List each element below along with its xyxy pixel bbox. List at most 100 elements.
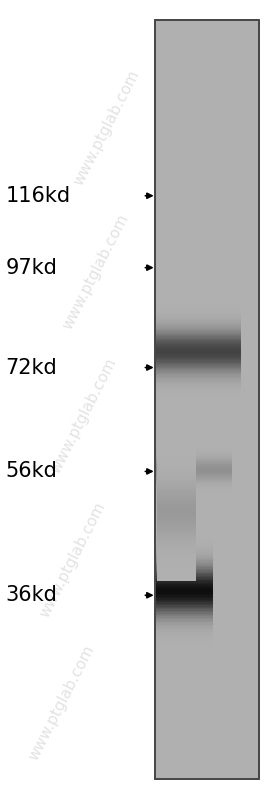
Bar [156, 374, 241, 376]
Bar [156, 332, 241, 334]
Bar [156, 308, 241, 310]
Bar [157, 522, 196, 523]
Bar [157, 538, 196, 539]
Bar [156, 389, 241, 391]
Bar [157, 491, 196, 492]
Bar [156, 350, 241, 352]
Bar [156, 563, 213, 565]
Bar [156, 301, 241, 303]
Bar [156, 552, 213, 554]
Bar [157, 499, 196, 501]
Bar [157, 455, 196, 457]
Bar [156, 545, 213, 547]
Bar [156, 629, 213, 630]
Bar [156, 619, 213, 621]
Bar [156, 391, 241, 392]
Bar [157, 515, 196, 517]
Bar [157, 506, 196, 508]
Bar [156, 317, 241, 319]
Bar [156, 601, 213, 602]
Bar [157, 557, 196, 559]
Bar [157, 441, 196, 443]
Bar [156, 644, 213, 646]
Bar [156, 324, 241, 325]
Bar [156, 555, 213, 556]
Bar [156, 325, 241, 326]
Bar [156, 632, 213, 633]
Bar [156, 315, 241, 316]
Bar [156, 597, 213, 598]
Bar [157, 487, 196, 489]
Bar [156, 586, 213, 587]
Bar [156, 608, 213, 610]
Bar [156, 599, 213, 601]
Bar [156, 373, 241, 374]
Bar [156, 353, 241, 354]
Bar [156, 548, 213, 550]
Bar [156, 359, 241, 360]
Bar [157, 550, 196, 551]
Bar [156, 617, 213, 618]
Bar [157, 570, 196, 573]
Text: 97kd: 97kd [6, 257, 57, 278]
Bar [156, 387, 241, 388]
Bar [156, 570, 213, 572]
Bar [157, 464, 196, 466]
Bar [157, 511, 196, 513]
Bar [156, 348, 241, 349]
Bar [156, 319, 241, 320]
Bar [157, 574, 196, 576]
Bar [156, 604, 213, 606]
Bar [156, 628, 213, 629]
Bar [157, 476, 196, 478]
Bar [156, 640, 213, 642]
Bar [157, 576, 196, 578]
Bar [157, 526, 196, 527]
Text: 56kd: 56kd [6, 461, 57, 482]
Bar [156, 400, 241, 402]
Bar [156, 304, 241, 305]
Bar [156, 360, 241, 362]
Bar [157, 520, 196, 522]
Bar [156, 326, 241, 328]
Bar [156, 535, 213, 537]
Bar [156, 310, 241, 312]
Bar [157, 523, 196, 526]
Bar [156, 356, 241, 358]
Bar [157, 457, 196, 459]
Bar [156, 330, 241, 332]
Bar [157, 452, 196, 454]
Bar [156, 398, 241, 400]
Bar [156, 345, 241, 347]
Bar [156, 396, 241, 397]
Bar [157, 569, 196, 570]
Bar [157, 539, 196, 541]
Bar [156, 625, 213, 626]
Bar [157, 579, 196, 582]
Bar [157, 547, 196, 548]
Bar [156, 547, 213, 548]
Bar [156, 363, 241, 364]
Bar [157, 485, 196, 487]
Bar [157, 536, 196, 538]
Bar [156, 328, 241, 329]
Bar [156, 367, 241, 368]
Bar [156, 386, 241, 387]
Bar [156, 537, 213, 539]
Bar [156, 561, 213, 562]
Bar [156, 590, 213, 591]
Bar [156, 622, 213, 623]
Bar [156, 539, 213, 541]
Bar [156, 349, 241, 350]
Bar [157, 545, 196, 547]
Bar [156, 558, 213, 559]
Bar [157, 459, 196, 461]
Bar [157, 495, 196, 497]
Bar [157, 553, 196, 555]
Bar [156, 634, 213, 636]
Bar [156, 368, 241, 369]
Bar [156, 565, 213, 566]
Text: www.ptglab.com: www.ptglab.com [48, 356, 120, 475]
Bar [156, 572, 213, 573]
Bar [157, 510, 196, 511]
